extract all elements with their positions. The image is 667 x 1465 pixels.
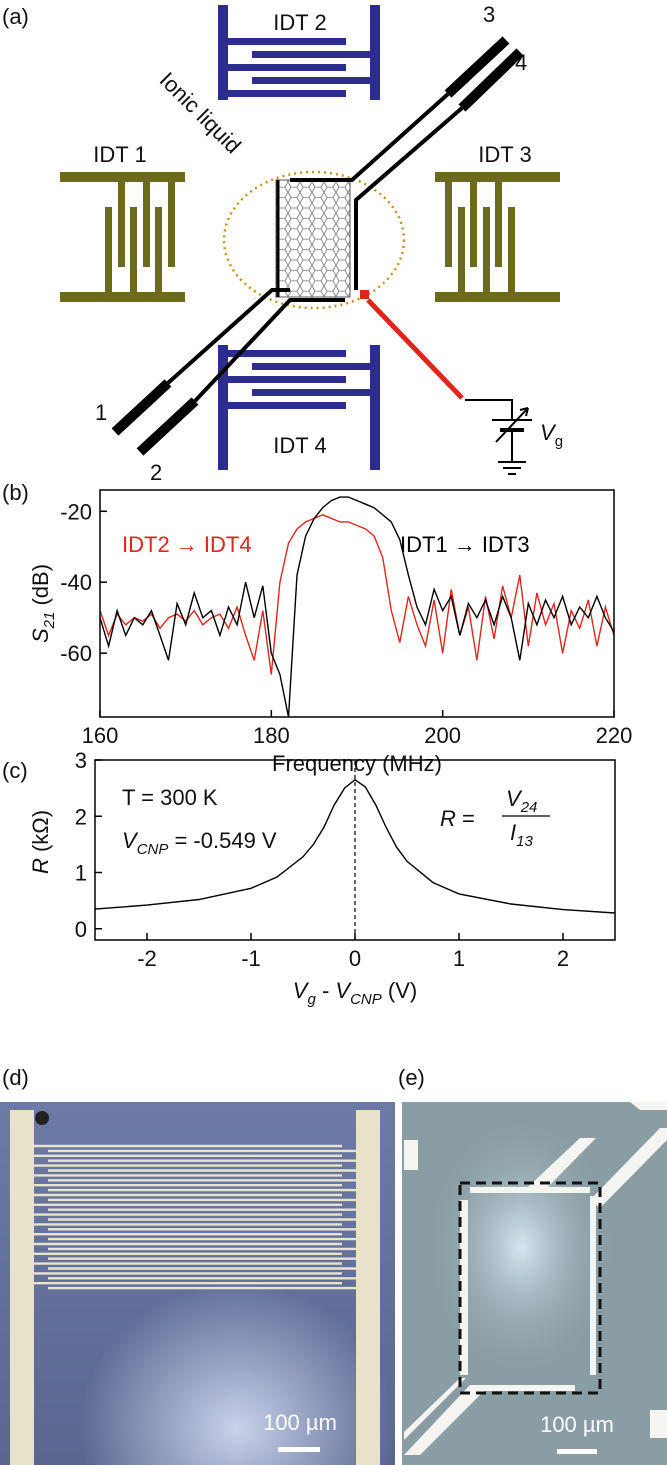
gate-wire bbox=[366, 298, 464, 400]
annotation-part: V bbox=[122, 828, 139, 853]
y-axis-label-part: R bbox=[28, 858, 53, 874]
y-tick-label: -20 bbox=[60, 499, 92, 524]
formula: R = bbox=[440, 806, 475, 831]
x-tick-label: 220 bbox=[596, 723, 633, 748]
pad-label: 3 bbox=[483, 2, 495, 27]
x-tick-label: 200 bbox=[424, 723, 461, 748]
panel-label: (a) bbox=[2, 4, 29, 29]
formula-numerator-part: 24 bbox=[520, 799, 538, 816]
idt-bus-bars bbox=[10, 1110, 380, 1465]
formula-numerator-part: V bbox=[506, 786, 523, 811]
y-tick-label: 3 bbox=[75, 748, 87, 773]
series-line bbox=[100, 514, 614, 675]
ionic-liquid-drop bbox=[222, 170, 406, 310]
idt-4 bbox=[218, 345, 380, 470]
x-tick-label: -1 bbox=[241, 946, 261, 971]
scale-bar bbox=[278, 1447, 320, 1452]
graphene-outline bbox=[458, 1181, 602, 1395]
graphene bbox=[275, 179, 351, 298]
series-line bbox=[100, 496, 614, 717]
x-axis-label-part: CNP bbox=[350, 991, 382, 1008]
idt-3 bbox=[435, 172, 560, 302]
panel-label: (b) bbox=[2, 480, 29, 505]
panel-label: (d) bbox=[2, 1065, 29, 1090]
y-axis-label: S21 (dB) bbox=[28, 564, 58, 643]
idt-label: IDT 4 bbox=[273, 433, 326, 458]
series-line bbox=[95, 778, 615, 914]
electrodes bbox=[111, 36, 524, 456]
formula-numerator: V24 bbox=[506, 786, 537, 816]
x-axis-label: Vg - VCNP (V) bbox=[293, 978, 417, 1008]
plot-frame bbox=[94, 759, 616, 941]
annotation: T = 300 K bbox=[122, 785, 218, 810]
y-tick-label: -40 bbox=[60, 570, 92, 595]
x-axis-label-part: V bbox=[293, 978, 310, 1003]
gate-voltage-label: Vg bbox=[540, 420, 563, 450]
formula-denominator: I13 bbox=[510, 820, 533, 850]
legend-label: IDT2 → IDT4 bbox=[122, 532, 252, 557]
legend-label: IDT1 → IDT3 bbox=[400, 532, 530, 557]
scale-bar-label: 100 µm bbox=[263, 1410, 337, 1435]
y-tick-label: 2 bbox=[75, 804, 87, 829]
idt-1 bbox=[60, 172, 185, 302]
pad-label: 4 bbox=[515, 50, 527, 75]
gate-sub: g bbox=[555, 433, 563, 450]
gate-var: V bbox=[540, 420, 557, 445]
scale-bar bbox=[557, 1449, 597, 1454]
idt-label: IDT 1 bbox=[93, 142, 146, 167]
idt-2 bbox=[218, 5, 380, 100]
panel-label: (e) bbox=[398, 1065, 425, 1090]
y-tick-label: -60 bbox=[60, 641, 92, 666]
x-axis-label-part: V bbox=[335, 978, 352, 1003]
x-axis-label-part: g bbox=[307, 991, 316, 1008]
device-electrodes bbox=[404, 1102, 667, 1455]
x-tick-label: 160 bbox=[82, 723, 119, 748]
x-tick-label: 1 bbox=[453, 946, 465, 971]
annotation-part: = -0.549 V bbox=[168, 828, 277, 853]
y-tick-label: 0 bbox=[75, 917, 87, 942]
pad-label: 2 bbox=[150, 460, 162, 485]
idt-fingers bbox=[34, 1144, 356, 1290]
x-axis-label-part: (V) bbox=[382, 978, 417, 1003]
formula-part: = bbox=[456, 806, 475, 831]
y-axis-label-part: S bbox=[28, 628, 53, 643]
gate-circuit bbox=[465, 399, 532, 475]
micrograph-glow bbox=[402, 1102, 667, 1465]
x-tick-label: 2 bbox=[557, 946, 569, 971]
scale-bar-label: 100 µm bbox=[540, 1412, 614, 1437]
annotation: VCNP = -0.549 V bbox=[122, 828, 277, 858]
formula-part: R bbox=[440, 806, 456, 831]
gate-electrode bbox=[360, 290, 369, 299]
x-tick-label: -2 bbox=[137, 946, 157, 971]
idt-label: IDT 2 bbox=[273, 10, 326, 35]
idt-label: IDT 3 bbox=[478, 142, 531, 167]
plot-frame bbox=[99, 489, 615, 718]
pad-label: 1 bbox=[95, 400, 107, 425]
panel-label: (c) bbox=[2, 758, 28, 783]
annotation-part: CNP bbox=[137, 841, 169, 858]
ionic-liquid-label: Ionic liquid bbox=[155, 67, 246, 158]
debris bbox=[35, 1111, 49, 1125]
formula-denominator-part: 13 bbox=[516, 833, 533, 850]
formula-denominator-part: I bbox=[510, 820, 516, 845]
y-axis-label: R (kΩ) bbox=[28, 810, 53, 874]
y-tick-label: 1 bbox=[75, 861, 87, 886]
y-axis-label-part: 21 bbox=[41, 612, 58, 630]
y-axis-label-part: (kΩ) bbox=[28, 810, 53, 858]
x-tick-label: 0 bbox=[349, 946, 361, 971]
x-axis-label-part: - bbox=[316, 978, 336, 1003]
x-tick-label: 180 bbox=[253, 723, 290, 748]
x-axis-label: Frequency (MHz) bbox=[272, 751, 442, 776]
y-axis-label-part: (dB) bbox=[28, 564, 53, 612]
